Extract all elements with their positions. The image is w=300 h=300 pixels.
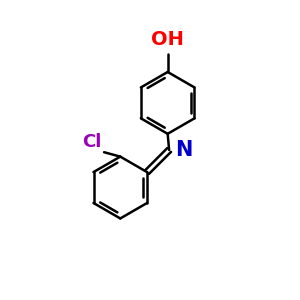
Text: N: N [176,140,193,160]
Text: Cl: Cl [82,133,101,151]
Text: OH: OH [151,30,184,49]
